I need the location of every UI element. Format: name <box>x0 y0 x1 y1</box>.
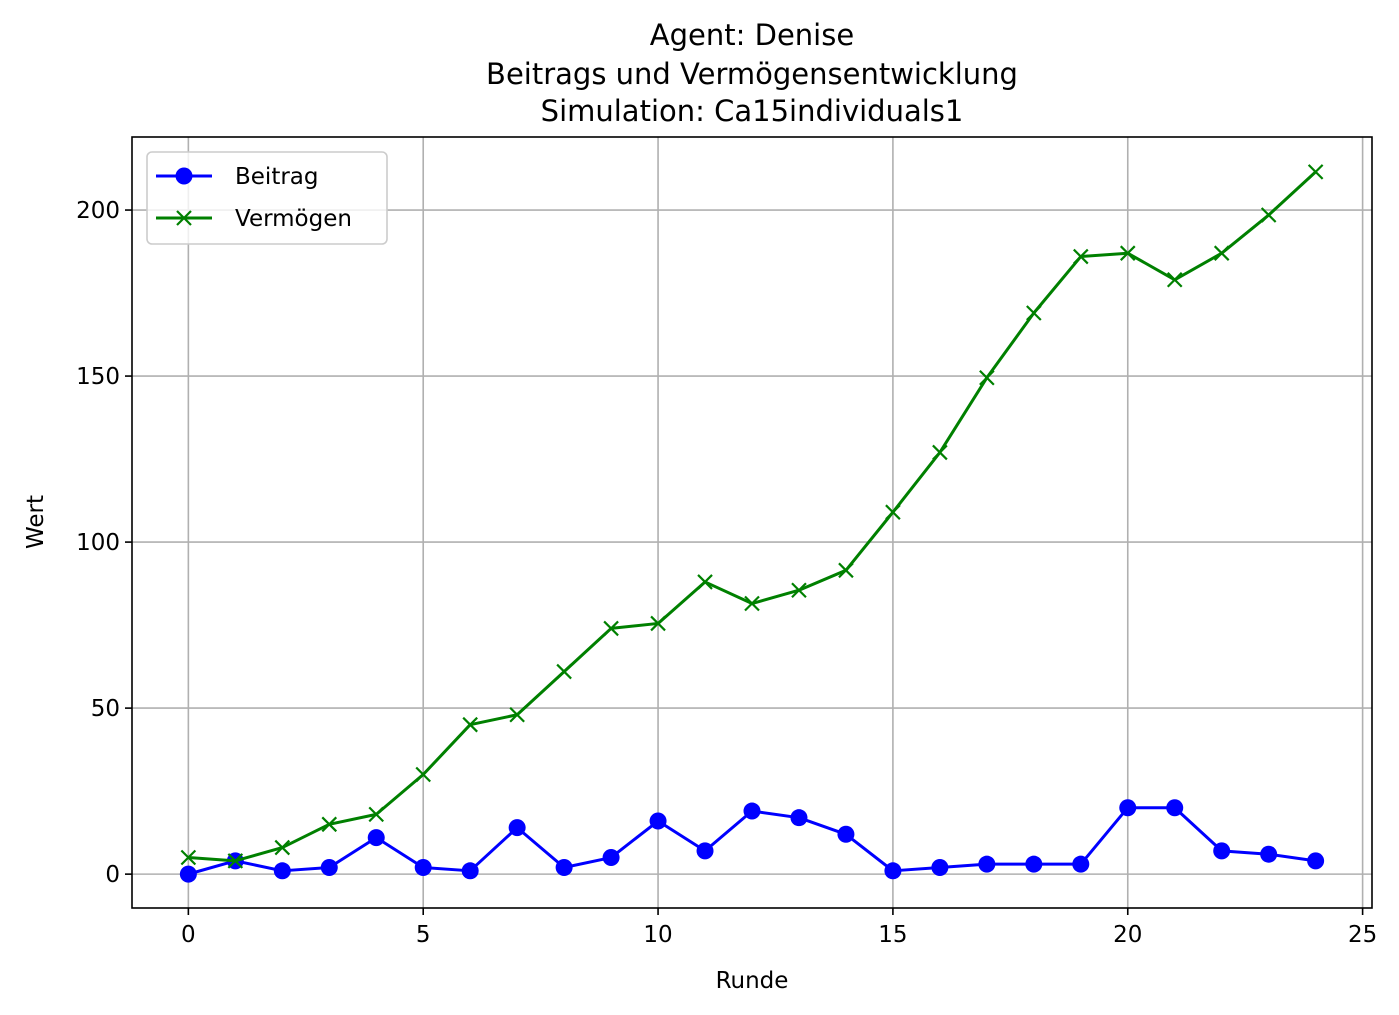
data-point-beitrag <box>696 842 714 860</box>
legend-beitrag-label: Beitrag <box>235 164 319 190</box>
legend-vermoegen-marker <box>176 210 192 226</box>
data-point-beitrag <box>978 855 996 873</box>
y-tick-label: 0 <box>105 862 120 888</box>
y-tick-label: 150 <box>76 364 120 390</box>
data-point-beitrag <box>1260 845 1278 863</box>
data-point-vermoegen <box>1260 207 1277 223</box>
data-point-vermoegen <box>1119 245 1136 261</box>
data-point-vermoegen <box>838 562 854 579</box>
y-tick-label: 50 <box>91 696 120 722</box>
data-point-vermoegen <box>791 582 807 599</box>
data-point-vermoegen <box>650 615 666 632</box>
data-point-vermoegen <box>979 369 995 386</box>
data-point-vermoegen <box>1073 248 1089 265</box>
data-point-beitrag <box>1119 799 1137 817</box>
data-point-beitrag <box>1072 855 1090 873</box>
series-area <box>179 164 1325 883</box>
data-point-beitrag <box>1025 855 1043 873</box>
data-point-vermoegen <box>368 806 385 823</box>
legend-vermoegen-label: Vermögen <box>235 206 352 232</box>
grid <box>132 137 1372 908</box>
data-point-vermoegen <box>885 504 901 520</box>
data-point-beitrag <box>508 819 526 837</box>
data-point-beitrag <box>367 829 385 847</box>
data-point-vermoegen <box>1307 164 1324 180</box>
data-point-vermoegen <box>462 716 478 733</box>
data-point-vermoegen <box>274 839 291 856</box>
data-point-beitrag <box>320 858 338 876</box>
data-point-beitrag <box>649 812 667 830</box>
data-point-beitrag <box>555 858 573 876</box>
x-tick-label: 20 <box>1113 922 1142 948</box>
data-point-beitrag <box>1213 842 1231 860</box>
data-point-vermoegen <box>1213 245 1230 261</box>
data-point-beitrag <box>743 802 761 820</box>
data-point-vermoegen <box>697 574 713 590</box>
data-point-vermoegen <box>415 766 431 783</box>
legend-beitrag-marker <box>175 167 193 185</box>
data-point-beitrag <box>179 865 197 883</box>
data-point-vermoegen <box>1026 305 1042 321</box>
data-point-vermoegen <box>556 663 572 680</box>
x-axis: 0 5 10 15 20 25 <box>181 908 1377 948</box>
data-point-beitrag <box>461 862 479 880</box>
y-axis-label: Wert <box>23 495 49 549</box>
chart-title-line-3: Simulation: Ca15individuals1 <box>541 94 964 128</box>
data-point-beitrag <box>414 858 432 876</box>
data-point-vermoegen <box>1166 272 1183 288</box>
x-tick-label: 15 <box>878 922 907 948</box>
data-point-beitrag <box>931 858 949 876</box>
chart-title-line-2: Beitrags und Vermögensentwicklung <box>486 57 1018 91</box>
y-axis: 0 50 100 150 200 <box>76 198 132 888</box>
chart-title-line-1: Agent: Denise <box>650 18 854 52</box>
data-point-vermoegen <box>509 706 525 723</box>
data-point-vermoegen <box>603 620 619 637</box>
legend: Beitrag Vermögen <box>146 151 388 245</box>
data-point-beitrag <box>837 825 855 843</box>
x-tick-label: 0 <box>181 922 196 948</box>
y-tick-label: 100 <box>76 530 120 556</box>
data-point-vermoegen <box>932 444 948 461</box>
data-point-beitrag <box>1166 799 1184 817</box>
data-point-beitrag <box>602 849 620 867</box>
y-tick-label: 200 <box>76 198 120 224</box>
x-tick-label: 5 <box>416 922 431 948</box>
data-point-vermoegen <box>321 816 338 833</box>
data-point-beitrag <box>1307 852 1325 870</box>
data-point-beitrag <box>273 862 291 880</box>
data-point-vermoegen <box>180 849 197 866</box>
data-point-beitrag <box>790 809 808 827</box>
x-tick-label: 10 <box>643 922 672 948</box>
x-axis-label: Runde <box>716 968 789 994</box>
x-tick-label: 25 <box>1348 922 1377 948</box>
data-point-beitrag <box>884 862 902 880</box>
plot-frame <box>131 136 1373 909</box>
data-point-vermoegen <box>744 595 760 612</box>
data-point-vermoegen <box>227 853 244 869</box>
